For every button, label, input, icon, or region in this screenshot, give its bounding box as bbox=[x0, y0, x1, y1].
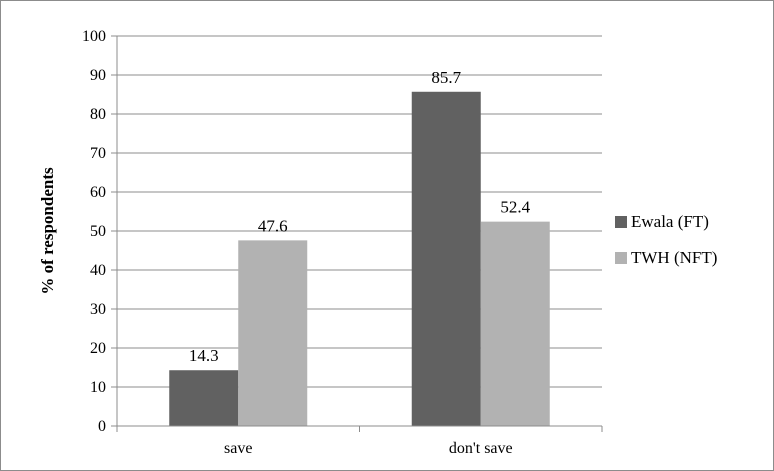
legend-swatch-2 bbox=[615, 252, 627, 264]
data-label-2-2: 52.4 bbox=[500, 198, 530, 217]
data-label-2-1: 47.6 bbox=[258, 216, 288, 235]
bar-1-2 bbox=[411, 91, 481, 427]
y-tick-label-50: 50 bbox=[90, 223, 106, 240]
bars bbox=[169, 91, 550, 427]
y-tick-label-90: 90 bbox=[90, 67, 106, 84]
legend-swatch-1 bbox=[615, 216, 627, 228]
y-tick-label-80: 80 bbox=[90, 106, 106, 123]
data-label-1-2: 85.7 bbox=[431, 68, 461, 87]
data-label-1-1: 14.3 bbox=[189, 346, 219, 365]
legend-label-1: Ewala (FT) bbox=[631, 212, 709, 231]
labels: 0 10 20 30 40 50 60 70 80 90 100 14.3 47.6 save 85.7 52… bbox=[82, 28, 531, 457]
axes bbox=[111, 35, 603, 432]
y-tick-label-40: 40 bbox=[90, 262, 106, 279]
bar-1-1 bbox=[169, 370, 239, 426]
y-tick-label-30: 30 bbox=[90, 301, 106, 318]
bar-2-1 bbox=[238, 240, 308, 426]
legend-label-2: TWH (NFT) bbox=[631, 248, 717, 267]
x-tick-label-1: save bbox=[224, 440, 252, 457]
y-tick-label-20: 20 bbox=[90, 340, 106, 357]
y-tick-label-100: 100 bbox=[82, 28, 106, 45]
y-tick-label-60: 60 bbox=[90, 184, 106, 201]
y-tick-label-10: 10 bbox=[90, 379, 106, 396]
y-tick-label-70: 70 bbox=[90, 145, 106, 162]
legend: Ewala (FT) TWH (NFT) bbox=[615, 212, 717, 267]
y-axis-title: % of respondents bbox=[38, 167, 57, 295]
x-tick-label-2: don't save bbox=[449, 440, 513, 457]
y-tick-label-0: 0 bbox=[98, 418, 106, 435]
grid-lines bbox=[117, 35, 602, 388]
bar-2-2 bbox=[480, 221, 550, 426]
